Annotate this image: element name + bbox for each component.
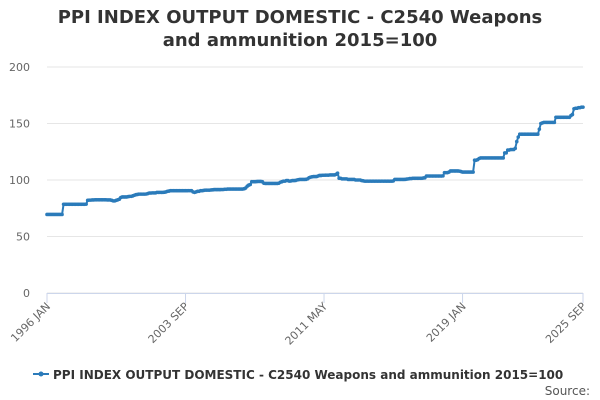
y-tick-label: 0 [23,287,30,300]
source: Source: [545,384,590,398]
y-tick-label: 100 [9,174,30,187]
point [536,132,540,137]
legend-marker [38,371,44,377]
point [514,139,519,144]
point [516,135,521,139]
point [570,112,575,117]
point [471,170,475,174]
point [84,202,88,206]
x-tick-label: 2011 MAY [283,300,331,348]
legend-label: PPI INDEX OUTPUT DOMESTIC - C2540 Weapon… [53,368,563,382]
point [501,156,506,160]
point [581,105,585,109]
x-tick-label: 2003 SEP [146,300,192,346]
x-tick-label: 2025 SEP [543,300,589,346]
point [335,171,340,176]
point [537,127,542,131]
point [441,174,445,178]
y-tick-label: 150 [9,118,30,131]
x-tick-label: 1996 JAN [8,300,53,345]
point [504,151,509,155]
y-tick-label: 200 [9,61,30,74]
point [552,120,557,125]
x-tick-label: 2019 JAN [424,300,469,345]
point [248,182,253,187]
point [513,146,518,151]
point [60,212,64,217]
y-tick-label: 50 [16,231,30,244]
chart-title: PPI INDEX OUTPUT DOMESTIC - C2540 Weapon… [57,7,543,51]
